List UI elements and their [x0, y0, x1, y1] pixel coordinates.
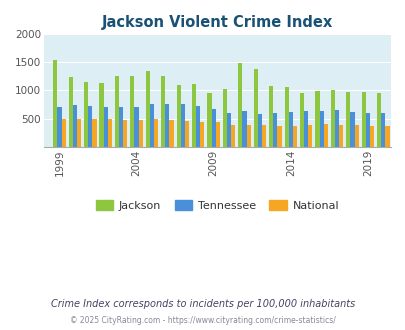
Bar — [192, 84, 196, 147]
Bar — [207, 93, 211, 147]
Bar — [57, 107, 62, 147]
Bar — [149, 104, 153, 147]
Bar — [257, 114, 261, 147]
Bar — [277, 126, 281, 147]
Bar — [119, 107, 123, 147]
Text: Crime Index corresponds to incidents per 100,000 inhabitants: Crime Index corresponds to incidents per… — [51, 299, 354, 309]
Bar — [226, 113, 230, 147]
Bar — [84, 82, 88, 147]
Bar — [350, 112, 354, 147]
Bar — [211, 110, 215, 147]
Title: Jackson Violent Crime Index: Jackson Violent Crime Index — [102, 15, 333, 30]
Bar — [246, 125, 250, 147]
Bar — [72, 105, 77, 147]
Bar — [215, 122, 220, 147]
Bar — [384, 126, 388, 147]
Bar — [123, 120, 127, 147]
Bar — [319, 111, 323, 147]
Bar — [284, 87, 288, 147]
Bar — [68, 77, 72, 147]
Bar — [180, 104, 184, 147]
Bar — [315, 91, 319, 147]
Bar — [253, 69, 257, 147]
Bar — [338, 125, 342, 147]
Bar — [62, 118, 66, 147]
Bar — [196, 106, 200, 147]
Bar — [88, 106, 92, 147]
Bar — [169, 120, 173, 147]
Bar — [238, 63, 242, 147]
Bar — [161, 76, 165, 147]
Bar — [230, 125, 235, 147]
Bar — [99, 83, 103, 147]
Bar — [145, 71, 149, 147]
Bar — [77, 118, 81, 147]
Text: © 2025 CityRating.com - https://www.cityrating.com/crime-statistics/: © 2025 CityRating.com - https://www.city… — [70, 316, 335, 325]
Bar — [261, 125, 266, 147]
Bar — [184, 121, 189, 147]
Bar — [307, 125, 312, 147]
Bar — [376, 93, 380, 147]
Bar — [165, 104, 169, 147]
Bar — [115, 76, 119, 147]
Bar — [380, 114, 384, 147]
Bar — [108, 119, 112, 147]
Bar — [134, 107, 138, 147]
Legend: Jackson, Tennessee, National: Jackson, Tennessee, National — [91, 195, 343, 215]
Bar — [299, 93, 303, 147]
Bar — [330, 90, 334, 147]
Bar — [92, 118, 96, 147]
Bar — [323, 124, 327, 147]
Bar — [103, 107, 108, 147]
Bar — [153, 119, 158, 147]
Bar — [345, 92, 350, 147]
Bar — [354, 125, 358, 147]
Bar — [288, 112, 292, 147]
Bar — [138, 120, 143, 147]
Bar — [303, 111, 307, 147]
Bar — [53, 60, 57, 147]
Bar — [273, 113, 277, 147]
Bar — [369, 126, 373, 147]
Bar — [269, 86, 273, 147]
Bar — [200, 122, 204, 147]
Bar — [334, 110, 338, 147]
Bar — [292, 126, 296, 147]
Bar — [242, 111, 246, 147]
Bar — [365, 113, 369, 147]
Bar — [176, 85, 180, 147]
Bar — [222, 89, 226, 147]
Bar — [361, 92, 365, 147]
Bar — [130, 76, 134, 147]
